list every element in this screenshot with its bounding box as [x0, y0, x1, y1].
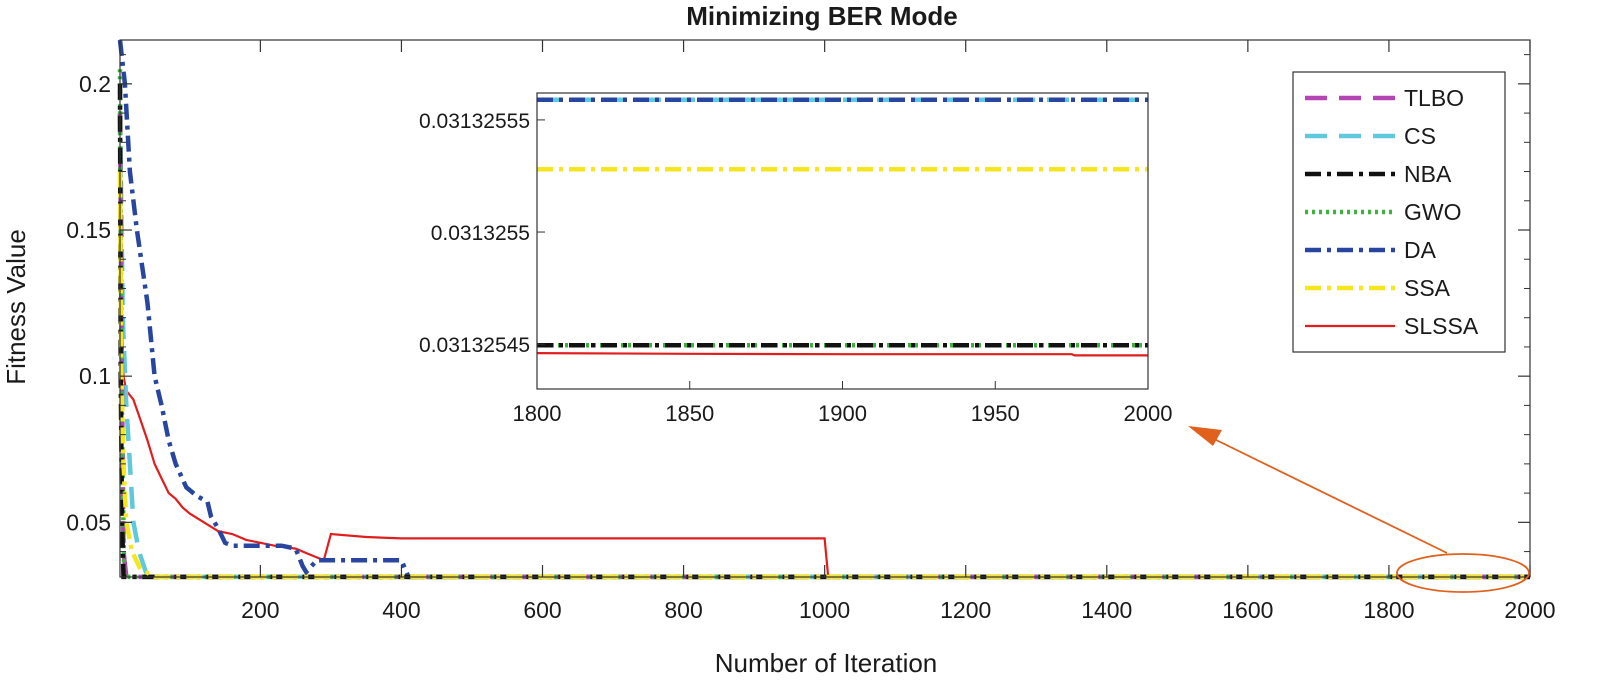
legend-label-gwo: GWO [1404, 199, 1462, 225]
x-tick-label: 1000 [799, 597, 850, 623]
x-tick-label: 400 [382, 597, 420, 623]
x-tick-label: 600 [523, 597, 561, 623]
zoom-arrow-head [1188, 426, 1222, 446]
x-tick-label: 800 [664, 597, 702, 623]
inset-axes: 1800 1850 1900 1950 2000 0.03132545 0.0313255 0… [419, 92, 1173, 426]
x-tick-label: 1200 [940, 597, 991, 623]
legend-label-da: DA [1404, 237, 1437, 263]
zoom-annotation [1188, 426, 1530, 593]
legend: TLBO CS NBA GWO DA SSA SLSSA [1292, 71, 1506, 353]
legend-label-nba: NBA [1404, 161, 1452, 187]
legend-box [1292, 71, 1506, 353]
inset-x-tick-label: 2000 [1124, 401, 1173, 426]
x-tick-label: 2000 [1504, 597, 1555, 623]
inset-x-tick-label: 1900 [818, 401, 867, 426]
x-tick-label: 1800 [1363, 597, 1414, 623]
x-tick-label: 200 [241, 597, 279, 623]
series-line-da [117, 39, 1530, 580]
x-axis-label: Number of Iteration [715, 648, 938, 678]
legend-label-tlbo: TLBO [1404, 85, 1464, 111]
x-tick-label: 1400 [1081, 597, 1132, 623]
inset-line-slssa [536, 352, 1148, 357]
y-tick-label: 0.1 [79, 363, 111, 389]
zoom-ellipse [1396, 553, 1530, 593]
series-line-ssa [117, 171, 1530, 580]
inset-x-tick-label: 1850 [665, 401, 714, 426]
inset-x-tick-label: 1800 [513, 401, 562, 426]
series-line-slssa [118, 244, 1530, 578]
y-tick-label: 0.05 [66, 509, 111, 535]
y-tick-label: 0.15 [66, 217, 111, 243]
inset-y-tick-label: 0.03132555 [419, 110, 530, 133]
inset-x-tick-label: 1950 [971, 401, 1020, 426]
legend-label-cs: CS [1404, 123, 1436, 149]
legend-label-slssa: SLSSA [1404, 313, 1479, 339]
legend-label-ssa: SSA [1404, 275, 1451, 301]
inset-y-tick-label: 0.0313255 [431, 222, 530, 245]
chart-title: Minimizing BER Mode [686, 1, 958, 31]
x-tick-label: 1600 [1222, 597, 1273, 623]
inset-y-tick-label: 0.03132545 [419, 334, 530, 357]
y-axis-label: Fitness Value [1, 229, 31, 385]
zoom-arrow-line [1207, 435, 1448, 554]
y-tick-label: 0.2 [79, 71, 111, 97]
inset-area [537, 93, 1148, 389]
